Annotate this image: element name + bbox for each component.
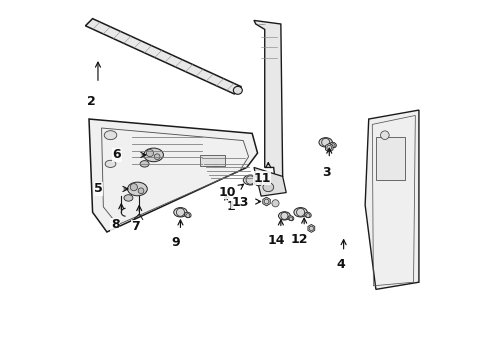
Text: 13: 13 xyxy=(232,196,249,209)
Text: 1: 1 xyxy=(227,201,236,213)
Text: 9: 9 xyxy=(172,236,180,249)
Bar xyxy=(200,155,225,166)
Bar xyxy=(376,137,405,180)
Circle shape xyxy=(154,154,160,159)
Ellipse shape xyxy=(294,208,307,217)
Ellipse shape xyxy=(127,182,147,196)
Text: 6: 6 xyxy=(113,148,122,161)
Ellipse shape xyxy=(233,86,243,94)
Circle shape xyxy=(138,188,144,194)
Ellipse shape xyxy=(263,183,274,192)
Ellipse shape xyxy=(255,180,262,186)
Ellipse shape xyxy=(174,208,187,217)
Circle shape xyxy=(130,184,137,191)
Polygon shape xyxy=(254,21,283,184)
Polygon shape xyxy=(365,110,419,289)
Text: 12: 12 xyxy=(291,233,308,246)
Ellipse shape xyxy=(243,175,257,185)
Text: 11: 11 xyxy=(253,172,271,185)
Ellipse shape xyxy=(305,212,311,218)
Ellipse shape xyxy=(209,158,223,166)
Text: 10: 10 xyxy=(219,186,237,199)
Ellipse shape xyxy=(104,131,117,140)
Ellipse shape xyxy=(319,138,332,147)
Polygon shape xyxy=(263,197,270,206)
Circle shape xyxy=(147,149,153,157)
Text: 3: 3 xyxy=(322,166,331,179)
Text: 14: 14 xyxy=(268,234,285,247)
Text: 8: 8 xyxy=(111,218,120,231)
Ellipse shape xyxy=(140,161,149,167)
Polygon shape xyxy=(85,19,242,94)
Polygon shape xyxy=(89,119,258,232)
Ellipse shape xyxy=(278,212,291,220)
Ellipse shape xyxy=(330,142,336,148)
Ellipse shape xyxy=(185,212,191,218)
Polygon shape xyxy=(308,225,315,232)
Ellipse shape xyxy=(288,216,294,221)
Ellipse shape xyxy=(105,160,116,167)
Text: 2: 2 xyxy=(88,95,96,108)
Text: 4: 4 xyxy=(337,258,345,271)
Polygon shape xyxy=(325,143,333,152)
Circle shape xyxy=(381,131,389,139)
Circle shape xyxy=(272,200,279,207)
Text: 7: 7 xyxy=(132,220,140,233)
Ellipse shape xyxy=(124,195,133,201)
Polygon shape xyxy=(254,167,286,196)
Text: 5: 5 xyxy=(94,183,103,195)
Ellipse shape xyxy=(144,148,164,162)
